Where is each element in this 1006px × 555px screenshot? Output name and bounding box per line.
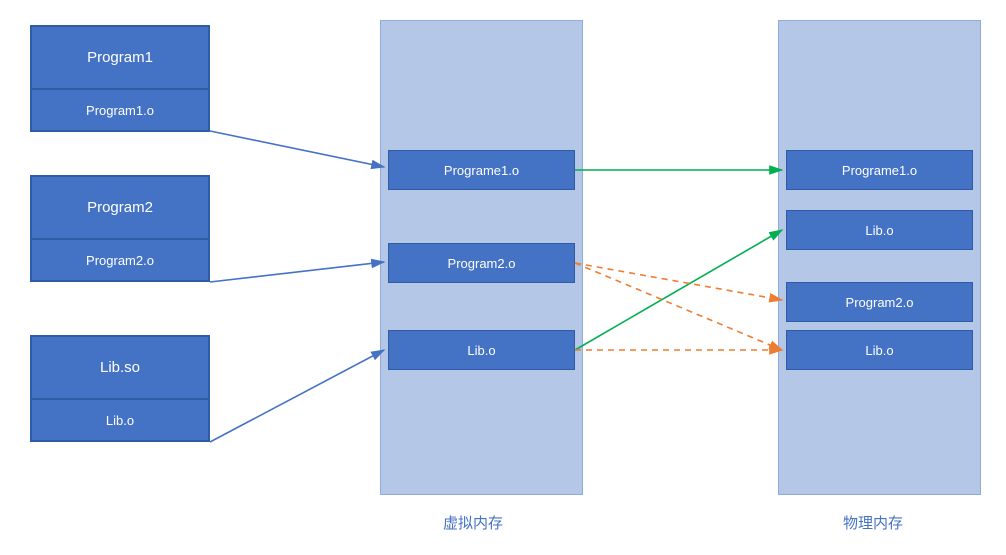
physical-memory-label: 物理内存 <box>843 512 903 533</box>
edge-arrow <box>575 263 782 300</box>
segment-label: Program2.o <box>846 295 914 310</box>
segment-p-lib1: Lib.o <box>786 210 973 250</box>
source-title: Program2 <box>87 199 153 216</box>
segment-p-prog1: Programe1.o <box>786 150 973 190</box>
source-sub-program1: Program1.o <box>30 90 210 132</box>
source-block-program1: Program1 <box>30 25 210 90</box>
segment-label: Lib.o <box>865 343 893 358</box>
source-title: Lib.so <box>100 359 140 376</box>
segment-label: Programe1.o <box>842 163 917 178</box>
segment-v-prog1: Programe1.o <box>388 150 575 190</box>
physical-memory-column <box>778 20 981 495</box>
edge-arrow <box>210 131 384 167</box>
source-title: Program1 <box>87 49 153 66</box>
edge-arrow <box>210 350 384 442</box>
source-block-libso: Lib.so <box>30 335 210 400</box>
segment-label: Lib.o <box>467 343 495 358</box>
source-sub-label: Program1.o <box>86 103 154 118</box>
source-block-program2: Program2 <box>30 175 210 240</box>
source-sub-program2: Program2.o <box>30 240 210 282</box>
segment-v-prog2: Program2.o <box>388 243 575 283</box>
edge-arrow <box>575 230 782 350</box>
segment-label: Lib.o <box>865 223 893 238</box>
segment-p-prog2: Program2.o <box>786 282 973 322</box>
source-sub-libso: Lib.o <box>30 400 210 442</box>
source-sub-label: Lib.o <box>106 413 134 428</box>
segment-label: Programe1.o <box>444 163 519 178</box>
virtual-memory-label: 虚拟内存 <box>443 512 503 533</box>
segment-label: Program2.o <box>448 256 516 271</box>
source-sub-label: Program2.o <box>86 253 154 268</box>
segment-v-lib: Lib.o <box>388 330 575 370</box>
edge-arrow <box>210 262 384 282</box>
edge-arrow <box>575 263 782 350</box>
segment-p-lib2: Lib.o <box>786 330 973 370</box>
